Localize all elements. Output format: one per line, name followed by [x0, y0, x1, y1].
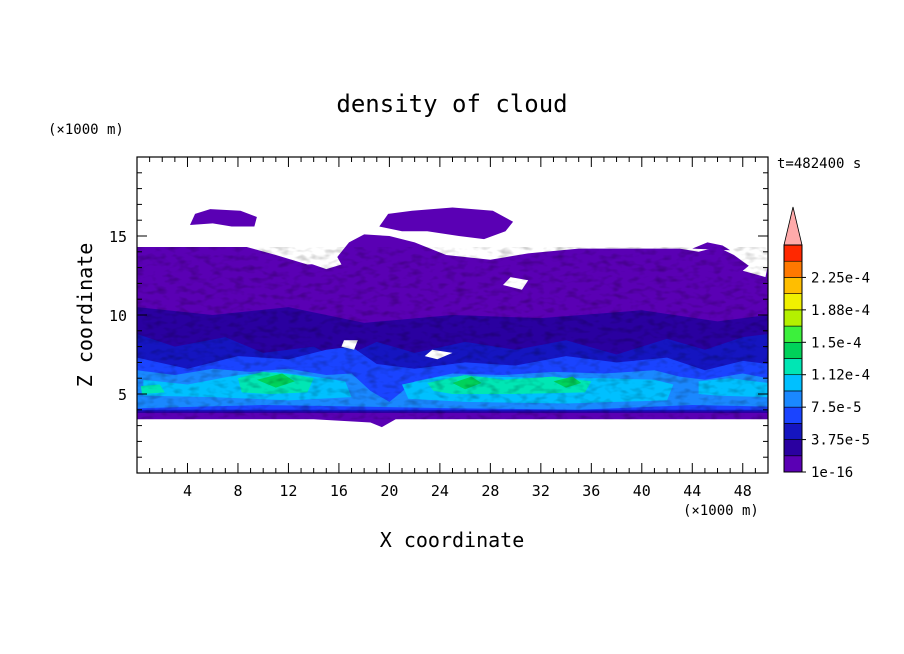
colorbar-swatch [783, 390, 803, 408]
x-tick-label: 48 [734, 482, 752, 500]
colorbar-swatch [783, 325, 803, 343]
colorbar-swatch [783, 406, 803, 424]
colorbar-swatch [783, 455, 803, 473]
colorbar-extend-arrow [783, 206, 803, 246]
x-tick-label: 24 [431, 482, 449, 500]
x-tick-label: 44 [683, 482, 701, 500]
colorbar-swatch [783, 358, 803, 376]
x-tick-label: 20 [380, 482, 398, 500]
x-tick-label: 8 [233, 482, 242, 500]
colorbar-swatch [783, 374, 803, 392]
x-axis-label: X coordinate [380, 528, 525, 552]
colorbar-swatch [783, 293, 803, 311]
y-tick-label: 10 [109, 307, 127, 325]
x-tick-label: 16 [330, 482, 348, 500]
colorbar-label: 7.5e-5 [811, 400, 862, 416]
colorbar-label: 3.75e-5 [811, 433, 870, 449]
y-tick-label: 15 [109, 228, 127, 246]
x-tick-label: 36 [582, 482, 600, 500]
cloud-field [137, 207, 768, 428]
colorbar-swatch [783, 309, 803, 327]
time-label: t=482400 s [777, 156, 861, 172]
contour-band-0-anvil-1 [190, 209, 257, 227]
colorbar-label: 2.25e-4 [811, 270, 870, 286]
colorbar: 1e-16 3.75e-5 7.5e-5 1.12e-4 1.5e-4 1.88e-4 2.… [783, 206, 870, 481]
colorbar-label: 1.88e-4 [811, 303, 870, 319]
colorbar-label: 1.5e-4 [811, 335, 862, 351]
colorbar-label: 1.12e-4 [811, 368, 870, 384]
y-axis-label: Z coordinate [73, 243, 97, 388]
plot-area [137, 157, 768, 473]
contour-band-0-anvil-2 [379, 207, 514, 240]
x-tick-label: 32 [532, 482, 550, 500]
colorbar-swatch [783, 341, 803, 359]
x-tick-label: 4 [183, 482, 192, 500]
colorbar-swatch [783, 423, 803, 440]
colorbar-swatch [783, 244, 803, 262]
colorbar-label: 1e-16 [811, 465, 853, 481]
x-tick-label: 12 [279, 482, 297, 500]
texture-overlay [137, 247, 768, 420]
x-tick-label: 28 [481, 482, 499, 500]
y-axis: 5 10 15 [109, 172, 768, 458]
chart-title: density of cloud [336, 90, 567, 118]
x-axis: 4 8 12 16 20 24 28 32 36 40 44 48 [149, 157, 756, 500]
y-tick-label: 5 [118, 386, 127, 404]
x-tick-label: 40 [633, 482, 651, 500]
colorbar-swatch [783, 439, 803, 457]
colorbar-swatch [783, 260, 803, 278]
colorbar-swatch [783, 277, 803, 294]
colorbar-frame [783, 244, 803, 473]
x-axis-unit: (×1000 m) [683, 503, 759, 519]
y-axis-unit: (×1000 m) [48, 122, 124, 138]
